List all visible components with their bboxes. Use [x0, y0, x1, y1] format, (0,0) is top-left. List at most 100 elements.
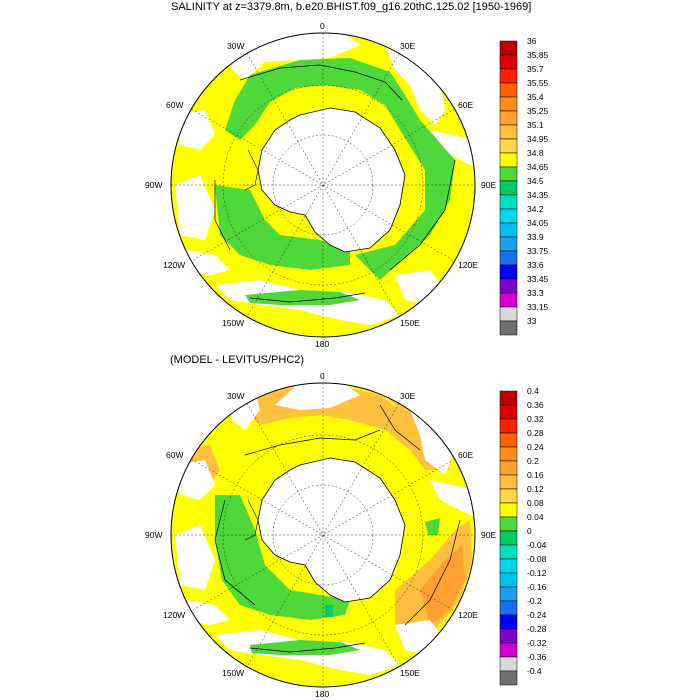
contour-lines [214, 64, 456, 303]
lon-label: 120W [163, 610, 185, 620]
map-boundary [170, 382, 476, 688]
colorbar-swatch [499, 600, 518, 616]
lon-label: 150W [222, 318, 244, 328]
colorbar-swatch [499, 250, 518, 266]
lon-label: 60W [166, 100, 183, 110]
colorbar-swatch [499, 474, 518, 490]
lon-label: 180 [315, 339, 329, 349]
lon-label: 30E [400, 41, 415, 51]
colorbar-label: 33.75 [527, 246, 549, 256]
colorbar-label: -0.12 [527, 568, 547, 578]
colorbar-swatch [499, 96, 518, 112]
colorbar-swatch [499, 320, 518, 336]
colorbar-label: 0.28 [527, 428, 544, 438]
lon-label: 150E [400, 668, 420, 678]
colorbar-swatch [499, 152, 518, 168]
colorbar-swatch [499, 614, 518, 630]
difference-colorbar: 0.4 0.36 0.32 0.28 0.24 0.2 0.16 0.12 0.08 0.04 0 -… [499, 386, 547, 686]
colorbar-swatch [499, 656, 518, 672]
colorbar-label: 34.8 [527, 148, 544, 158]
colorbar-swatch [499, 404, 518, 420]
colorbar-label: 0.32 [527, 414, 544, 424]
colorbar-label: 34.35 [527, 190, 549, 200]
contour-lines [214, 404, 461, 653]
darker-orange-region [420, 545, 465, 625]
colorbar-swatch [499, 572, 518, 588]
colorbar-swatch [499, 292, 518, 308]
longitude-labels-bottom: 0 30E 60E 90E 120E 150E 180 150W 120W 90… [145, 371, 496, 699]
salinity-map: 0 30E 60E 90E 120E 150E 180 150W 120W 90… [145, 21, 549, 349]
colorbar-label: 34.2 [527, 204, 544, 214]
green-band [215, 495, 350, 620]
colorbar-swatch [499, 166, 518, 182]
colorbar-label: 33.6 [527, 260, 544, 270]
colorbar-label: -0.32 [527, 638, 547, 648]
lon-label: 120W [163, 260, 185, 270]
colorbar-label: 0 [527, 526, 532, 536]
colorbar-label: -0.04 [527, 540, 547, 550]
lon-label: 90W [145, 530, 162, 540]
lon-label: 30W [227, 391, 244, 401]
lon-label: 30W [227, 41, 244, 51]
colorbar-label: 35.85 [527, 50, 549, 60]
lon-label: 90E [481, 180, 496, 190]
colorbar-label: 0.16 [527, 470, 544, 480]
colorbar-swatch [499, 194, 518, 210]
colorbar-label: 34.05 [527, 218, 549, 228]
colorbar-swatch [499, 502, 518, 518]
colorbar-swatch [499, 516, 518, 532]
colorbar-label: 35.55 [527, 78, 549, 88]
colorbar-swatch [499, 68, 518, 84]
colorbar-label: 36 [527, 36, 537, 46]
colorbar-label: 0.08 [527, 498, 544, 508]
colorbar-label: 35.7 [527, 64, 544, 74]
lon-label: 90E [481, 530, 496, 540]
colorbar-label: 0.36 [527, 400, 544, 410]
colorbar-swatch [499, 180, 518, 196]
difference-map: 0 30E 60E 90E 120E 150E 180 150W 120W 90… [145, 371, 547, 699]
colorbar-swatch [499, 236, 518, 252]
colorbar-swatch [499, 40, 518, 56]
colorbar-label: 0.04 [527, 512, 544, 522]
lon-label: 150W [222, 668, 244, 678]
map-boundary [170, 32, 476, 338]
colorbar-swatch [499, 432, 518, 448]
colorbar-swatch [499, 544, 518, 560]
colorbar-swatch [499, 670, 518, 686]
colorbar-swatch [499, 488, 518, 504]
colorbar-label: -0.24 [527, 610, 547, 620]
colorbar-label: 0.4 [527, 386, 539, 396]
lon-label: 0 [320, 21, 325, 31]
colorbar-swatch [499, 138, 518, 154]
colorbar-label: -0.4 [527, 666, 542, 676]
colorbar-label: 33.15 [527, 302, 549, 312]
colorbar-label: -0.2 [527, 596, 542, 606]
lon-label: 0 [320, 371, 325, 381]
lon-label: 150E [400, 318, 420, 328]
graticule [171, 33, 475, 337]
colorbar-label: 35.4 [527, 92, 544, 102]
colorbar-swatch [499, 124, 518, 140]
lon-label: 60E [458, 450, 473, 460]
colorbar-label: 0.2 [527, 456, 539, 466]
no-data-regions [171, 383, 475, 675]
lon-label: 60E [458, 100, 473, 110]
lon-label: 90W [145, 180, 162, 190]
colorbar-swatch [499, 558, 518, 574]
colorbar-swatch [499, 82, 518, 98]
salinity-colorbar: 36 35.85 35.7 35.55 35.4 35.25 35.1 34.95 34.8 34… [499, 36, 549, 336]
lon-label: 120E [458, 610, 478, 620]
salinity-map-title: SALINITY at z=3379.8m, b.e20.BHIST.f09_g… [171, 1, 532, 13]
colorbar-swatch [499, 306, 518, 322]
colorbar-label: -0.16 [527, 582, 547, 592]
colorbar-swatch [499, 418, 518, 434]
colorbar-swatch [499, 642, 518, 658]
colorbar-swatch [499, 54, 518, 70]
lon-label: 60W [166, 450, 183, 460]
colorbar-label: 34.5 [527, 176, 544, 186]
colorbar-label: -0.08 [527, 554, 547, 564]
lon-label: 180 [315, 689, 329, 699]
colorbar-swatch [499, 278, 518, 294]
colorbar-swatch [499, 460, 518, 476]
